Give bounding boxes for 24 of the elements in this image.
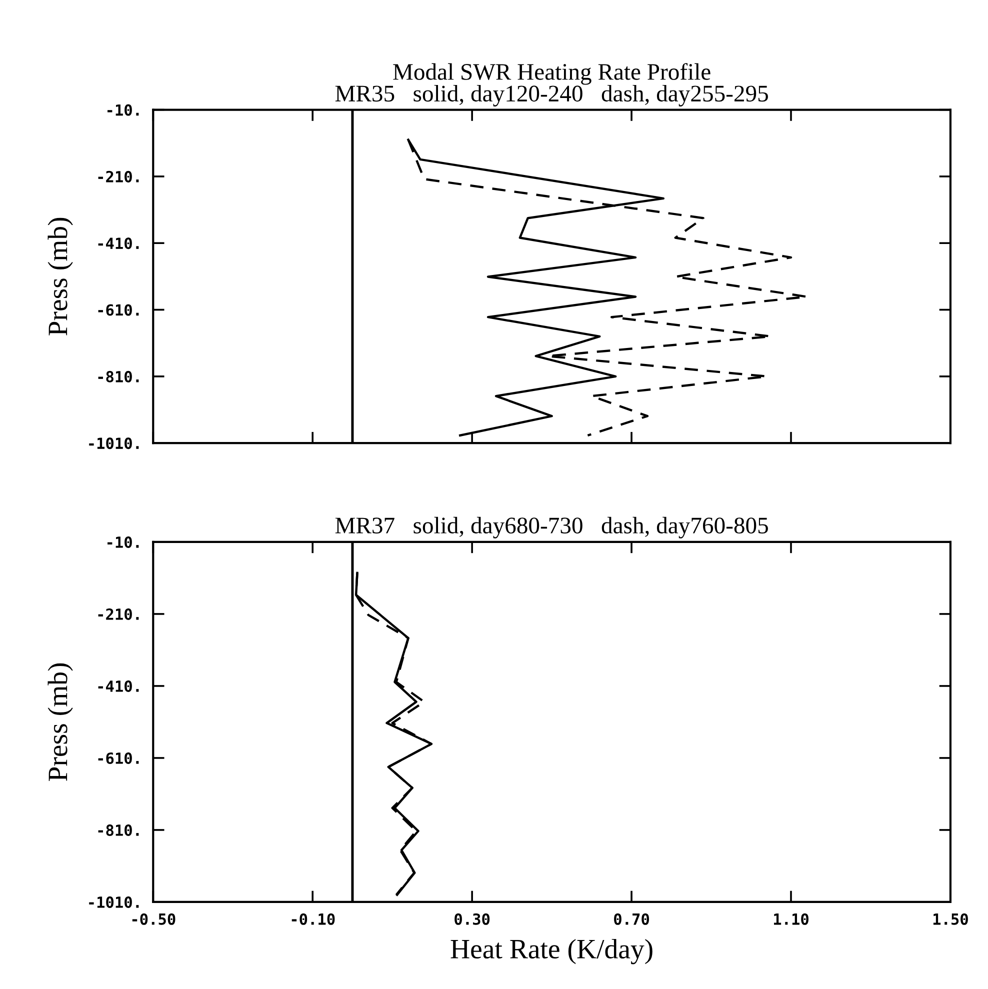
y-tick-label: -210. — [98, 608, 139, 620]
x-tick-label: -0.50 — [132, 913, 176, 925]
y-tick-label: -610. — [98, 752, 139, 764]
y-tick-label: -1010. — [89, 438, 139, 450]
x-axis-title: Heat Rate (K/day) — [450, 938, 652, 964]
chart-subtitle: MR35 solid, day120-240 dash, day255-295 — [335, 84, 768, 106]
y-tick-label: -210. — [98, 170, 139, 182]
x-tick-label: 0.30 — [454, 913, 490, 925]
y-tick-label: -410. — [98, 238, 139, 250]
y-tick-label: -610. — [98, 304, 139, 316]
y-tick-label: -810. — [98, 824, 139, 836]
x-tick-label: 1.10 — [774, 913, 808, 925]
y-tick-label: -10. — [107, 104, 139, 116]
chart-title: MR37 solid, day680-730 dash, day760-805 — [335, 516, 768, 538]
y-tick-label: -810. — [98, 370, 139, 382]
y-tick-label: -1010. — [89, 896, 139, 908]
y-tick-label: -10. — [107, 536, 139, 548]
x-tick-label: 0.70 — [614, 913, 650, 925]
chart-title: Modal SWR Heating Rate Profile — [393, 63, 710, 85]
y-axis-title: Press (mb) — [48, 663, 73, 781]
y-axis-title: Press (mb) — [48, 218, 73, 336]
x-tick-label: -0.10 — [292, 913, 335, 925]
x-tick-label: 1.50 — [933, 913, 968, 925]
y-tick-label: -410. — [98, 680, 139, 692]
